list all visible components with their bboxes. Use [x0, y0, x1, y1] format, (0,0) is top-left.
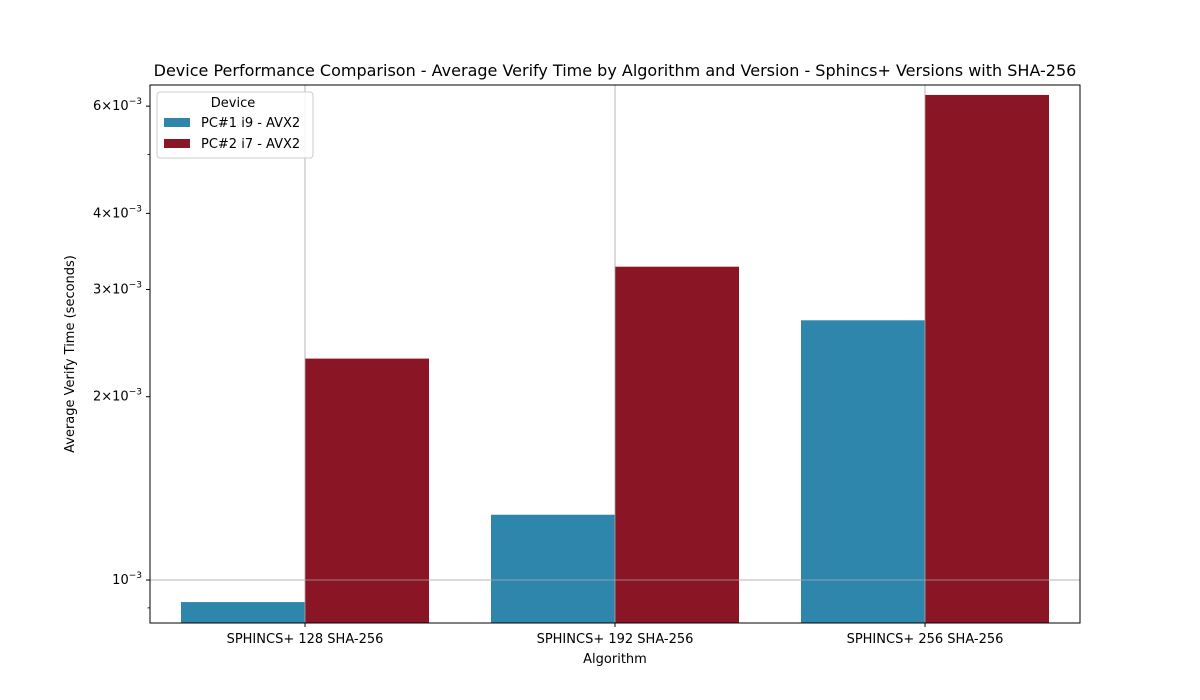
legend-items: PC#1 i9 - AVX2 PC#2 i7 - AVX2 [164, 116, 300, 152]
y-ticks-layer: 10−3 2×10−3 3×10−3 4×10−3 6×10−3 [93, 97, 150, 609]
x-ticks-layer: SPHINCS+ 128 SHA-256 SPHINCS+ 192 SHA-256… [227, 623, 1004, 647]
bar [181, 602, 305, 623]
legend-box [156, 91, 314, 159]
legend-label: PC#1 i9 - AVX2 [201, 116, 300, 131]
y-tick-label: 6×10−3 [93, 97, 142, 114]
bar [491, 514, 615, 623]
chart-title: Device Performance Comparison - Average … [154, 61, 1077, 80]
y-tick-label: 2×10−3 [93, 388, 142, 405]
legend-label: PC#2 i7 - AVX2 [201, 137, 300, 152]
bar [615, 266, 739, 623]
legend-swatch [164, 118, 190, 127]
bar [801, 320, 925, 623]
y-axis-label: Average Verify Time (seconds) [63, 255, 78, 453]
y-tick-label: 4×10−3 [93, 204, 142, 221]
x-axis-label: Algorithm [583, 652, 647, 667]
x-tick-label: SPHINCS+ 256 SHA-256 [847, 632, 1004, 647]
legend-title: Device [211, 96, 255, 111]
legend: Device PC#1 i9 - AVX2 PC#2 i7 - AVX2 [156, 91, 314, 159]
bar [305, 358, 429, 623]
bar [925, 94, 1049, 623]
x-tick-label: SPHINCS+ 128 SHA-256 [227, 632, 384, 647]
x-tick-label: SPHINCS+ 192 SHA-256 [537, 632, 694, 647]
y-tick-label: 10−3 [112, 571, 142, 588]
legend-swatch [164, 139, 190, 148]
bars-layer [150, 85, 1080, 623]
y-tick-label: 3×10−3 [93, 280, 142, 297]
